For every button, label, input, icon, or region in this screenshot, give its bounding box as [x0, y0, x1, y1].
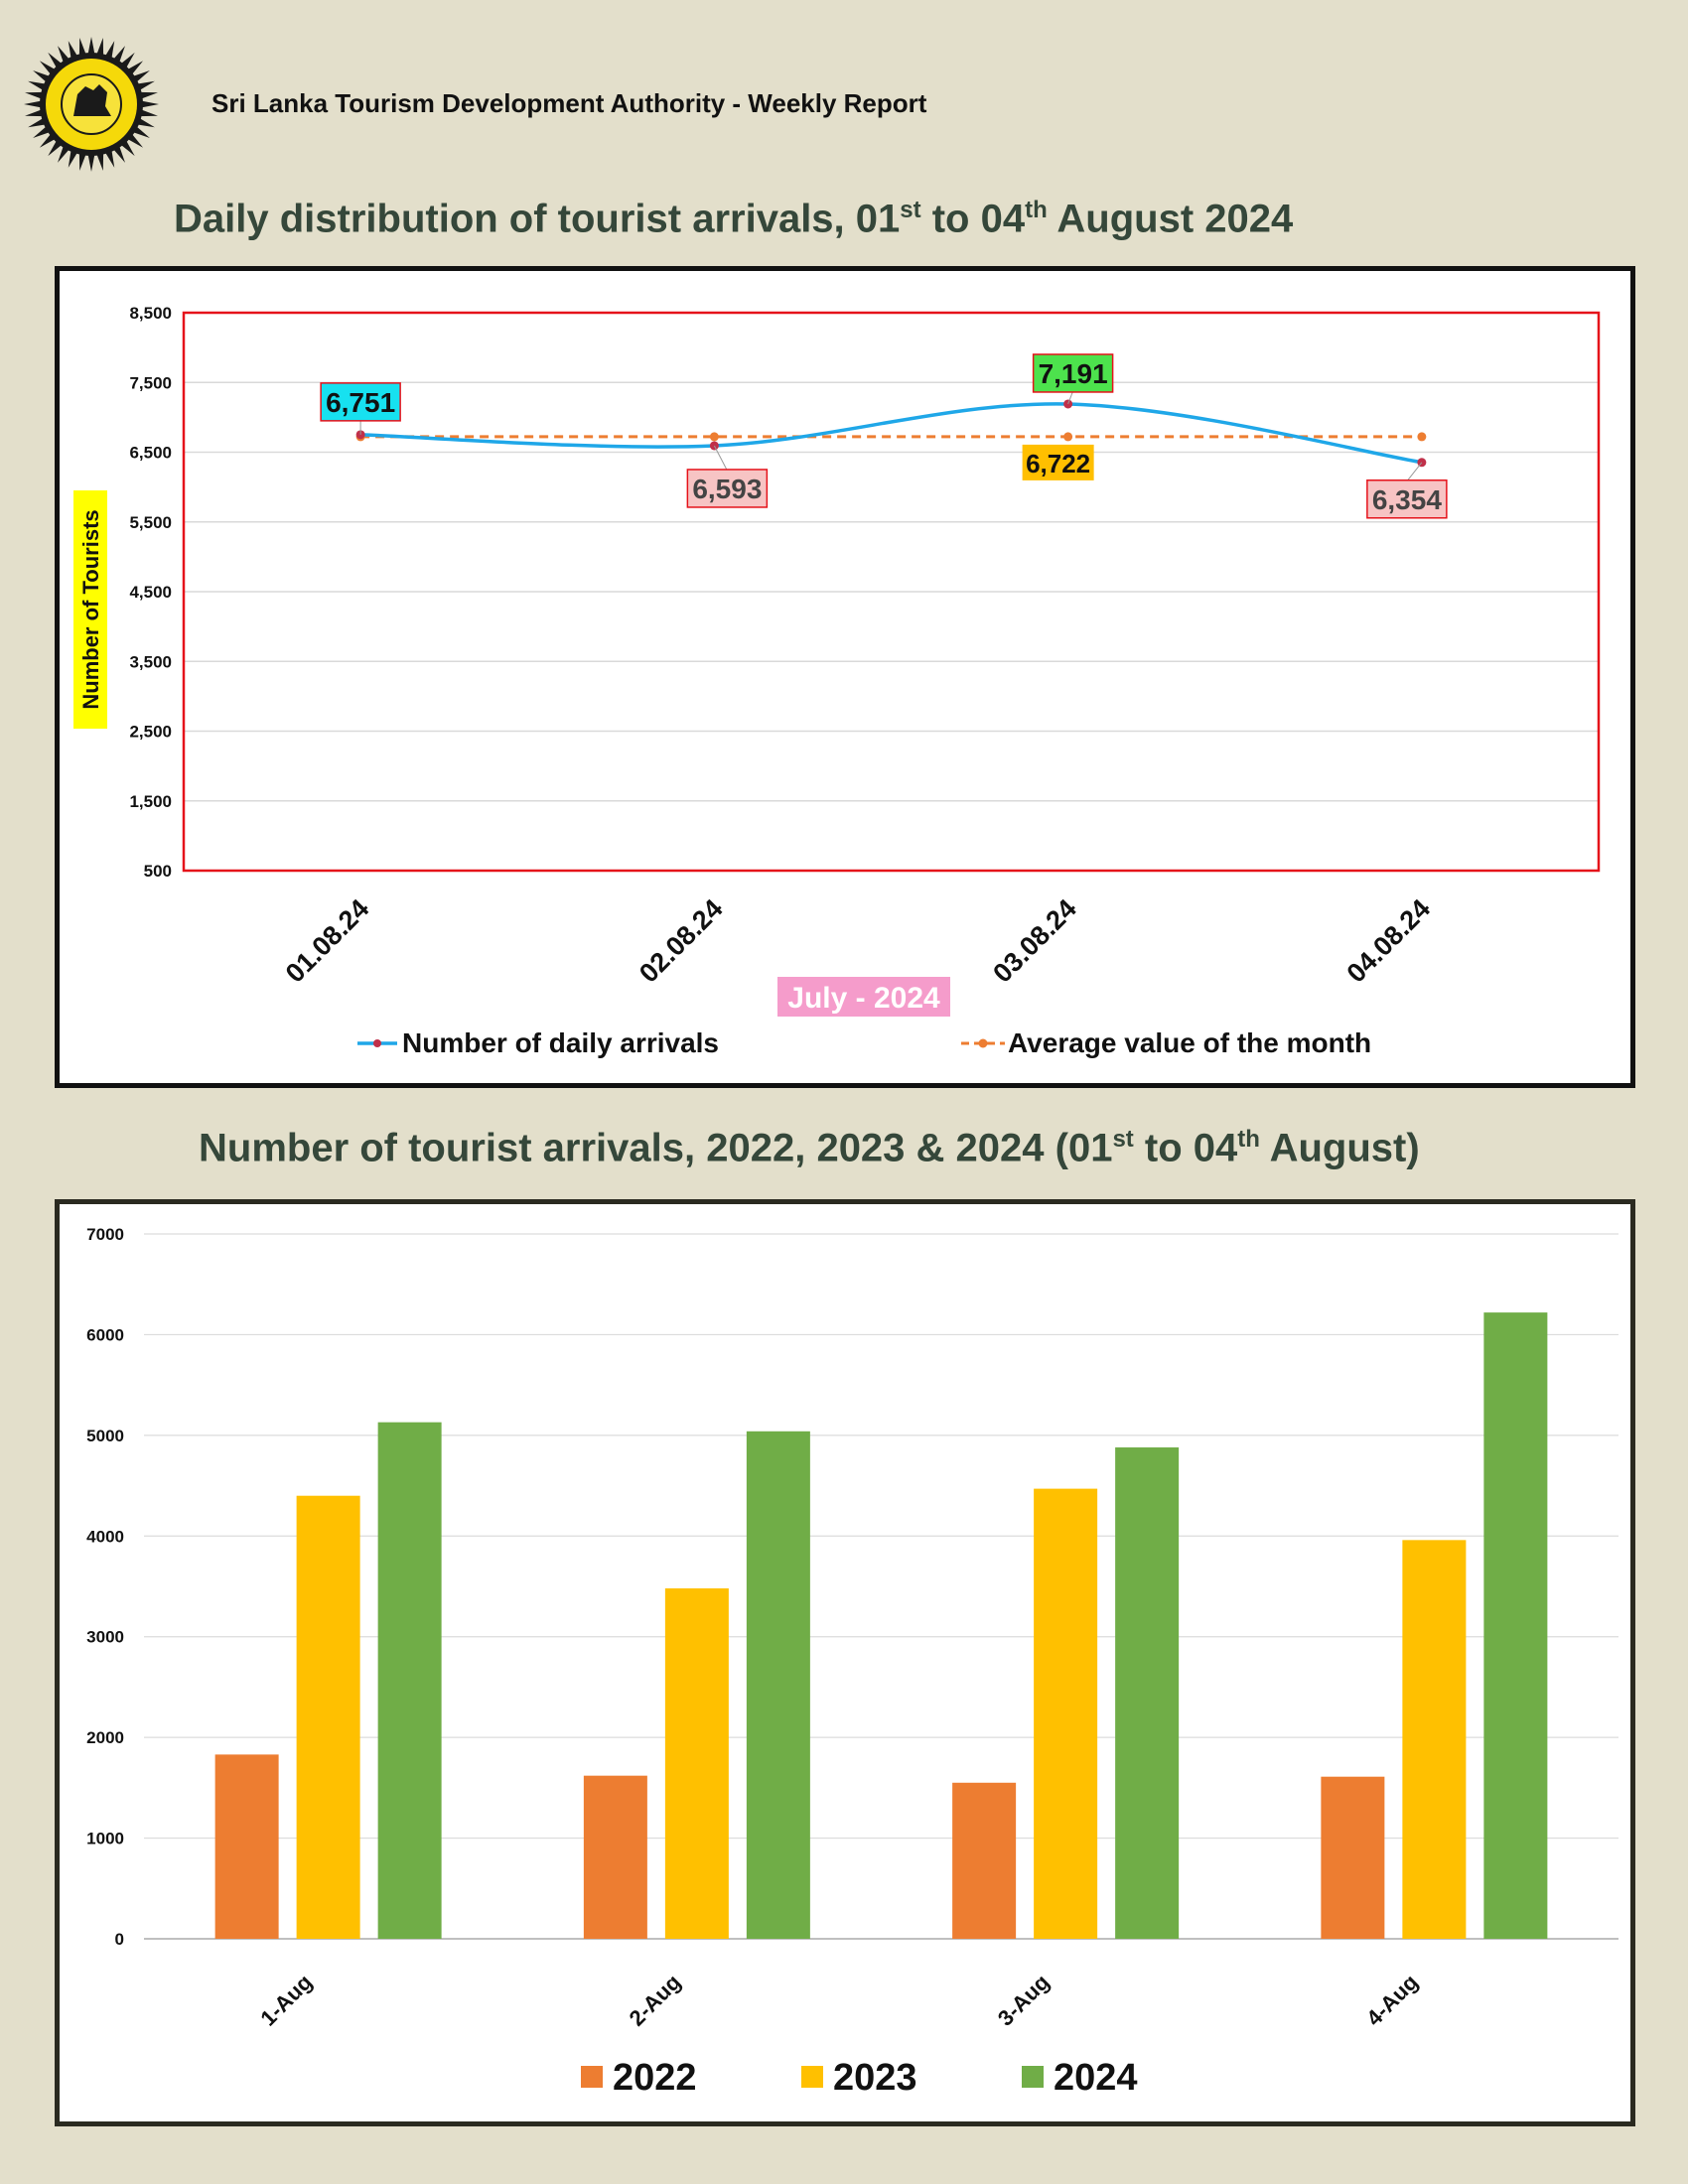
legend-swatch-2022 — [581, 2066, 603, 2088]
average-label-box — [1022, 444, 1094, 480]
bar-2023-3-Aug — [1034, 1488, 1098, 1939]
y-tick-label: 3,500 — [129, 652, 172, 671]
daily-arrivals-point — [709, 441, 719, 451]
bar-2023-1-Aug — [296, 1495, 360, 1939]
legend-label-daily: Number of daily arrivals — [402, 1027, 719, 1058]
y-tick-label: 5000 — [86, 1427, 124, 1445]
data-label: 7,191 — [1039, 358, 1108, 389]
sri-lanka-tourism-logo — [24, 37, 159, 172]
x-tick-label: 03.08.24 — [987, 893, 1082, 989]
average-point — [709, 432, 719, 442]
average-point — [1417, 432, 1427, 442]
data-label-box — [686, 469, 769, 508]
organization-header: Sri Lanka Tourism Development Authority … — [211, 88, 927, 118]
bar-2022-1-Aug — [214, 1754, 279, 1939]
y-tick-label: 6,500 — [129, 444, 172, 463]
chart1-title: Daily distribution of tourist arrivals, … — [174, 197, 1294, 241]
legend-swatch-2023 — [801, 2066, 823, 2088]
data-label-box — [1032, 353, 1114, 393]
legend-label-2023: 2023 — [833, 2057, 917, 2099]
data-label-leader — [1067, 390, 1074, 405]
bar-2022-2-Aug — [583, 1775, 647, 1939]
data-label: 6,354 — [1372, 484, 1442, 515]
bar-2023-4-Aug — [1402, 1540, 1467, 1939]
y-tick-label: 5,500 — [129, 513, 172, 532]
yearly-comparison-svg: 0 1000 2000 3000 4000 5000 6000 7000 1-Aug 2-Aug 3… — [86, 1225, 1618, 2099]
bar-2024-2-Aug — [746, 1431, 810, 1939]
y-axis-label: Number of Tourists — [73, 490, 107, 729]
data-label-box — [1366, 479, 1448, 519]
y-tick-label: 3000 — [86, 1628, 124, 1647]
daily-arrivals-chart: 500 1,500 2,500 3,500 4,500 5,500 6,500 7,500 8,… — [55, 266, 1635, 1088]
data-label: 6,751 — [326, 387, 395, 418]
y-tick-label: 6000 — [86, 1325, 124, 1344]
bar-2024-4-Aug — [1483, 1312, 1548, 1939]
data-label-box — [320, 382, 401, 422]
y-axis-label-highlight — [73, 490, 107, 729]
daily-arrivals-svg: 500 1,500 2,500 3,500 4,500 5,500 6,500 7,500 8,… — [73, 304, 1601, 1058]
y-tick-label: 2,500 — [129, 723, 172, 742]
legend-label-average: Average value of the month — [1008, 1027, 1371, 1058]
x-tick-label: 01.08.24 — [280, 893, 375, 989]
y-tick-label: 2000 — [86, 1728, 124, 1747]
plot-area-border — [182, 311, 1601, 873]
x-tick-label: 1-Aug — [255, 1970, 317, 2031]
y-tick-label: 500 — [144, 862, 172, 881]
y-tick-label: 4000 — [86, 1527, 124, 1546]
data-label: 6,593 — [692, 474, 762, 504]
y-tick-label: 0 — [115, 1930, 124, 1949]
y-tick-label: 1000 — [86, 1830, 124, 1848]
legend-marker-daily — [373, 1039, 381, 1047]
y-tick-label: 1,500 — [129, 792, 172, 811]
yearly-comparison-chart: 0 1000 2000 3000 4000 5000 6000 7000 1-Aug 2-Aug 3… — [55, 1199, 1635, 2126]
daily-arrivals-line — [360, 402, 1423, 465]
y-tick-label: 8,500 — [129, 304, 172, 323]
bar-2023-2-Aug — [664, 1588, 729, 1939]
y-axis-label-text: Number of Tourists — [78, 509, 103, 709]
x-tick-label: 2-Aug — [625, 1970, 686, 2031]
data-label-leader — [1406, 462, 1423, 482]
x-tick-label: 4-Aug — [1361, 1970, 1423, 2031]
legend-label-2022: 2022 — [613, 2057, 697, 2099]
x-tick-label: 3-Aug — [993, 1970, 1055, 2031]
bar-2024-1-Aug — [377, 1422, 442, 1939]
bar-2024-3-Aug — [1115, 1447, 1180, 1939]
y-tick-label: 7,500 — [129, 373, 172, 392]
x-tick-label: 04.08.24 — [1341, 893, 1437, 989]
data-label-leader — [713, 445, 728, 472]
chart2-title: Number of tourist arrivals, 2022, 2023 &… — [199, 1126, 1420, 1170]
bar-2022-4-Aug — [1321, 1776, 1385, 1939]
y-tick-label: 4,500 — [129, 583, 172, 602]
average-data-label: 6,722 — [1026, 449, 1090, 478]
bar-2022-3-Aug — [952, 1782, 1017, 1939]
average-point — [1063, 432, 1073, 442]
legend-label-2024: 2024 — [1054, 2057, 1138, 2099]
x-tick-label: 02.08.24 — [633, 893, 729, 989]
y-tick-label: 7000 — [86, 1225, 124, 1244]
legend-swatch-2024 — [1022, 2066, 1044, 2088]
x-axis-label: July - 2024 — [787, 982, 940, 1015]
legend-marker-average — [978, 1038, 988, 1048]
x-axis-label-bg — [777, 977, 950, 1017]
